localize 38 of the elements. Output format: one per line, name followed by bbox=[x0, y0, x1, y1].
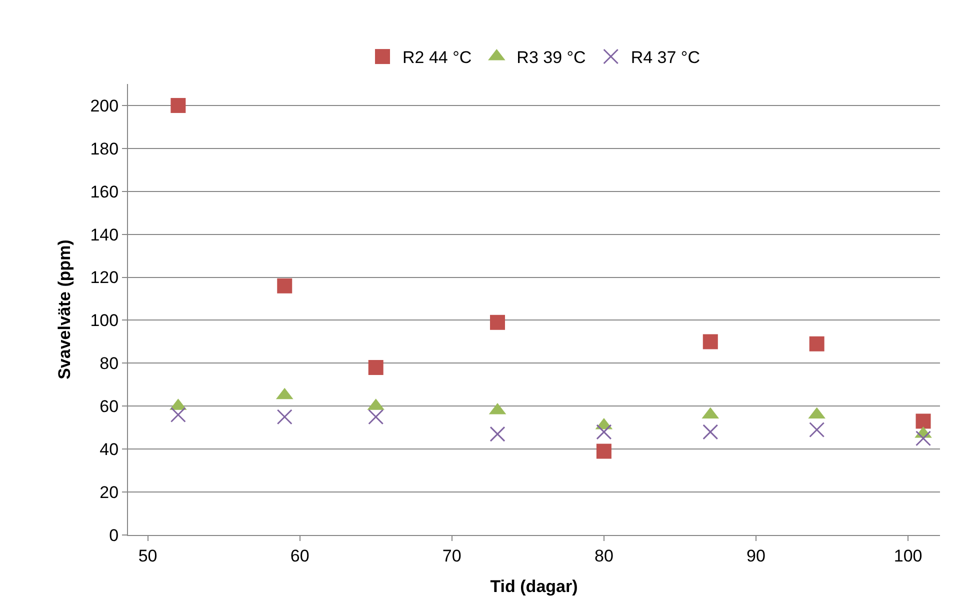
point bbox=[490, 426, 506, 442]
y-tick-label: 160 bbox=[90, 182, 119, 202]
x-tick-label: 100 bbox=[894, 546, 922, 566]
point bbox=[368, 409, 384, 425]
point bbox=[916, 414, 931, 429]
y-tick-label: 80 bbox=[100, 354, 119, 374]
point bbox=[702, 424, 718, 440]
x-axis-title: Tid (dagar) bbox=[490, 576, 578, 596]
y-tick-label: 140 bbox=[90, 225, 119, 244]
point bbox=[596, 444, 612, 459]
point bbox=[809, 422, 825, 438]
legend-label: R3 39 °C bbox=[516, 48, 586, 68]
point bbox=[702, 334, 718, 350]
x-tick-label: 80 bbox=[594, 546, 614, 566]
y-tick-label: 180 bbox=[90, 139, 119, 158]
point bbox=[809, 336, 824, 352]
point bbox=[170, 98, 186, 113]
legend-label: R4 37 °C bbox=[630, 48, 700, 68]
x-tick-label: 60 bbox=[290, 546, 310, 566]
point bbox=[916, 430, 932, 446]
y-tick-label: 200 bbox=[90, 96, 119, 116]
point bbox=[170, 406, 186, 422]
point bbox=[276, 409, 292, 425]
point bbox=[277, 278, 292, 294]
point bbox=[596, 424, 612, 440]
point bbox=[368, 360, 384, 375]
x-tick-label: 50 bbox=[138, 546, 158, 566]
x-tick-label: 70 bbox=[442, 546, 462, 566]
legend-label: R2 44 °C bbox=[402, 48, 472, 68]
point bbox=[490, 314, 506, 330]
x-tick-label: 90 bbox=[746, 546, 766, 566]
y-tick-label: 100 bbox=[90, 311, 119, 330]
y-tick-label: 20 bbox=[100, 483, 119, 502]
y-axis-title: Svavelväte (ppm) bbox=[54, 240, 74, 380]
y-tick-label: 40 bbox=[100, 440, 119, 460]
y-tick-label: 120 bbox=[90, 268, 119, 288]
y-tick-label: 60 bbox=[100, 397, 119, 416]
y-tick-label: 0 bbox=[109, 526, 119, 545]
